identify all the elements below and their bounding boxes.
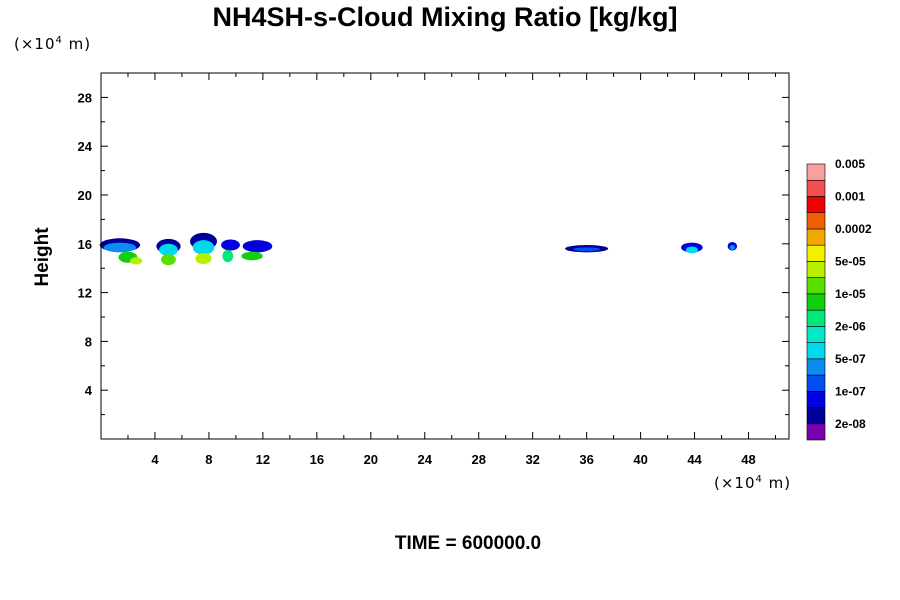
x-tick-label: 40 — [633, 452, 647, 467]
y-tick-label: 8 — [85, 334, 92, 349]
colorbar-cell — [806, 261, 826, 278]
colorbar-cell — [806, 163, 826, 181]
x-tick-label: 44 — [687, 452, 702, 467]
colorbar-cell — [806, 293, 826, 311]
colorbar-label: 1e-07 — [835, 384, 866, 398]
cloud-patch-12 — [242, 240, 273, 253]
y-tick-label: 20 — [78, 188, 92, 203]
x-tick-label: 20 — [364, 452, 378, 467]
axis-ticks — [101, 73, 789, 439]
x-tick-label: 36 — [579, 452, 593, 467]
cloud-patch-15 — [573, 247, 601, 252]
colorbar-cell — [806, 212, 826, 230]
cloud-patch-1 — [103, 242, 137, 253]
y-axis-title: Height — [32, 227, 53, 287]
cloud-patch-17 — [685, 246, 698, 254]
y-tick-label: 12 — [78, 286, 92, 301]
colorbar-cell — [806, 390, 826, 408]
colorbar-labels: 2e-08 1e-07 5e-07 2e-06 1e-05 5e-05 0.0002 0.00… — [835, 157, 872, 431]
colorbar-cell — [806, 179, 826, 197]
x-tick-label: 28 — [471, 452, 485, 467]
colorbar-cell — [806, 196, 826, 214]
colorbar-label: 0.001 — [835, 189, 865, 203]
y-axis-unit: (×104 m) — [14, 35, 91, 53]
time-label: TIME = 600000.0 — [395, 533, 541, 554]
x-tick-labels: 4 8 12 16 20 24 28 32 36 40 44 48 — [151, 452, 755, 467]
cloud-patch-11 — [222, 249, 234, 263]
plot-frame — [100, 72, 790, 440]
colorbar-cell — [806, 326, 826, 343]
y-tick-labels: 4 8 12 16 20 24 28 — [78, 90, 93, 398]
cloud-patch-9 — [195, 252, 212, 264]
colorbar-label: 5e-05 — [835, 254, 866, 268]
x-tick-label: 48 — [741, 452, 755, 467]
x-tick-label: 12 — [256, 452, 270, 467]
x-tick-label: 24 — [418, 452, 433, 467]
cloud-patch-13 — [241, 251, 263, 261]
cloud-patch-8 — [192, 240, 215, 255]
colorbar-label: 1e-05 — [835, 287, 866, 301]
colorbar-cell — [806, 407, 826, 425]
colorbar-cell — [806, 423, 826, 441]
cloud-patch-10 — [221, 239, 240, 251]
colorbar-label: 0.005 — [835, 157, 865, 171]
colorbar-label: 2e-08 — [835, 417, 866, 431]
cloud-patch-19 — [729, 245, 736, 250]
y-tick-label: 4 — [85, 383, 93, 398]
cloud-field — [99, 232, 738, 266]
x-tick-label: 32 — [525, 452, 539, 467]
colorbar-cell — [806, 342, 826, 360]
cloud-patch-6 — [161, 254, 176, 266]
cloud-patch-5 — [159, 243, 178, 256]
colorbar-cell — [806, 244, 826, 262]
colorbar-cell — [806, 228, 826, 246]
chart-title: NH4SH-s-Cloud Mixing Ratio [kg/kg] — [213, 2, 678, 32]
x-axis-unit: (×104 m) — [714, 474, 791, 492]
x-tick-label: 16 — [310, 452, 324, 467]
colorbar-cell — [806, 309, 826, 327]
colorbar-cell — [806, 374, 826, 392]
colorbar — [806, 163, 826, 441]
colorbar-cell — [806, 277, 826, 295]
colorbar-label: 2e-06 — [835, 319, 866, 333]
colorbar-cell — [806, 358, 826, 376]
x-tick-label: 8 — [205, 452, 212, 467]
y-tick-label: 24 — [78, 139, 93, 154]
x-tick-label: 4 — [151, 452, 159, 467]
y-tick-label: 16 — [78, 237, 92, 252]
cloud-patch-3 — [130, 257, 143, 265]
colorbar-label: 5e-07 — [835, 352, 866, 366]
colorbar-label: 0.0002 — [835, 222, 872, 236]
y-tick-label: 28 — [78, 90, 92, 105]
